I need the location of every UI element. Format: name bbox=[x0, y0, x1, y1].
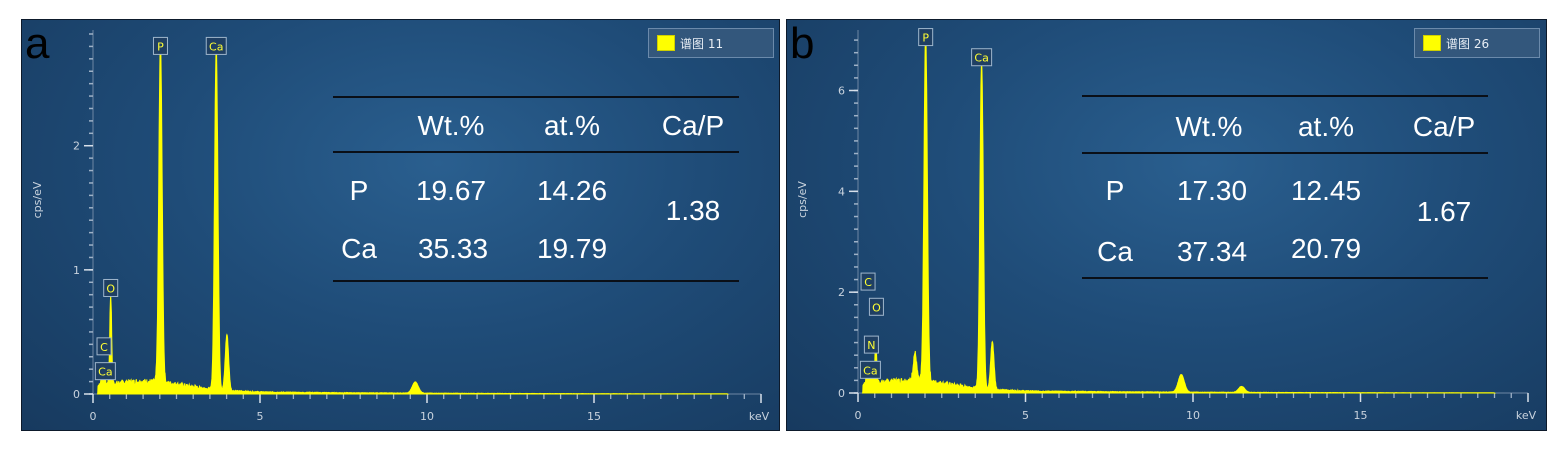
panel-letter: b bbox=[790, 19, 815, 68]
peak-label-n: N bbox=[863, 335, 879, 354]
x-tick-label: 5 bbox=[1022, 409, 1029, 422]
peak-label-ca: Ca bbox=[971, 48, 993, 67]
row-element: P bbox=[1105, 175, 1125, 206]
peak-label-p: P bbox=[152, 36, 168, 55]
peak-label-text: C bbox=[100, 341, 108, 354]
peak-label-text: Ca bbox=[863, 364, 877, 377]
peak-label-box bbox=[103, 278, 119, 297]
peak-label-text: Ca bbox=[209, 40, 223, 53]
table-bottom-rule bbox=[333, 280, 739, 282]
x-tick-label: 15 bbox=[587, 410, 601, 423]
x-tick-label: 10 bbox=[420, 410, 434, 423]
y-tick-label: 0 bbox=[838, 387, 845, 400]
peak-label-box bbox=[918, 28, 934, 47]
table-top-rule bbox=[333, 96, 739, 98]
x-tick-label: 5 bbox=[257, 410, 264, 423]
peak-label-text: Ca bbox=[974, 52, 988, 65]
table-header-rule bbox=[333, 151, 739, 153]
ca-p-ratio: 1.38 bbox=[665, 195, 721, 226]
row-element: Ca bbox=[1097, 236, 1133, 267]
peak-label-o: O bbox=[868, 297, 884, 316]
y-tick-label: 2 bbox=[838, 286, 845, 299]
spectrum-series bbox=[862, 29, 1497, 394]
peak-label-o: O bbox=[103, 278, 119, 297]
y-tick-label: 4 bbox=[838, 185, 845, 198]
row-element: P bbox=[349, 175, 369, 206]
peak-label-box bbox=[859, 360, 881, 379]
row-wt: 35.33 bbox=[417, 233, 489, 264]
legend-label: 谱图 26 bbox=[1446, 36, 1490, 51]
peak-label-p: P bbox=[918, 28, 934, 47]
peak-label-ca: Ca bbox=[859, 360, 881, 379]
y-tick-label: 2 bbox=[73, 140, 80, 153]
y-tick-label: 1 bbox=[73, 264, 80, 277]
row-wt: 19.67 bbox=[415, 175, 487, 206]
legend: 谱图 26 bbox=[1414, 28, 1540, 58]
row-at: 20.79 bbox=[1290, 233, 1362, 264]
header-ratio: Ca/P bbox=[1412, 111, 1476, 142]
legend-swatch bbox=[1423, 35, 1441, 51]
row-wt: 17.30 bbox=[1176, 175, 1248, 206]
composition-table: Wt.% at.% Ca/P P 19.67 14.26 1.38 Ca 35.… bbox=[333, 96, 739, 284]
header-at: at.% bbox=[543, 110, 601, 141]
y-axis-label: cps/eV bbox=[31, 181, 44, 218]
peak-label-box bbox=[152, 36, 168, 55]
peak-label-text: C bbox=[864, 276, 872, 289]
peak-label-text: N bbox=[867, 339, 875, 352]
peak-label-text: P bbox=[922, 32, 929, 45]
x-tick-label: 10 bbox=[1186, 409, 1200, 422]
row-element: Ca bbox=[341, 233, 377, 264]
peak-label-text: Ca bbox=[98, 366, 112, 379]
peak-label-ca: Ca bbox=[94, 362, 116, 381]
peak-label-box bbox=[94, 362, 116, 381]
x-tick-label: 0 bbox=[90, 410, 97, 423]
spectrum-plot: 0 1 2 cps/eV 0 5 10 15 keV O C Ca P Ca bbox=[31, 30, 770, 423]
legend-label: 谱图 11 bbox=[680, 36, 724, 51]
peak-label-text: O bbox=[106, 282, 115, 295]
peak-label-box bbox=[205, 36, 227, 55]
peak-label-box bbox=[971, 48, 993, 67]
panel-letter: a bbox=[25, 19, 50, 68]
header-wt: Wt.% bbox=[417, 110, 485, 141]
legend-swatch bbox=[657, 35, 675, 51]
spectrum-panel-a: a 谱图 11 0 1 2 cps/eV 0 5 10 15 keV O C Ca P Ca Wt.% a… bbox=[21, 19, 780, 431]
x-tick-label: 0 bbox=[855, 409, 862, 422]
legend: 谱图 11 bbox=[648, 28, 774, 58]
peak-label-text: O bbox=[872, 301, 881, 314]
header-at: at.% bbox=[1297, 111, 1355, 142]
spectrum-panel-b: b 谱图 26 0 2 4 6 cps/eV 0 5 10 15 keV C O N Ca P Ca Wt.%… bbox=[786, 19, 1547, 431]
x-tick-label: 15 bbox=[1354, 409, 1368, 422]
y-tick-label: 6 bbox=[838, 85, 845, 98]
table-bottom-rule bbox=[1082, 277, 1488, 279]
ca-p-ratio: 1.67 bbox=[1416, 196, 1472, 227]
table-top-rule bbox=[1082, 95, 1488, 97]
peak-label-box bbox=[860, 272, 876, 291]
y-tick-label: 0 bbox=[73, 388, 80, 401]
row-at: 12.45 bbox=[1290, 175, 1362, 206]
row-at: 19.79 bbox=[536, 233, 608, 264]
spectrum-plot: 0 2 4 6 cps/eV 0 5 10 15 keV CO N Ca P Ca bbox=[796, 28, 1537, 422]
x-unit-label: keV bbox=[1516, 409, 1537, 422]
header-ratio: Ca/P bbox=[661, 110, 725, 141]
x-unit-label: keV bbox=[749, 410, 770, 423]
peak-label-c: C bbox=[860, 272, 876, 291]
row-wt: 37.34 bbox=[1176, 236, 1248, 267]
peak-label-box bbox=[863, 335, 879, 354]
peak-label-box bbox=[868, 297, 884, 316]
y-axis-label: cps/eV bbox=[796, 181, 809, 218]
table-header-rule bbox=[1082, 152, 1488, 154]
peak-label-ca: Ca bbox=[205, 36, 227, 55]
composition-table: Wt.% at.% Ca/P P 17.30 12.45 1.67 Ca 37.… bbox=[1082, 95, 1488, 283]
peak-label-c: C bbox=[96, 337, 112, 356]
peak-label-box bbox=[96, 337, 112, 356]
peak-label-text: P bbox=[157, 40, 164, 53]
header-wt: Wt.% bbox=[1175, 111, 1243, 142]
spectrum-series bbox=[97, 38, 730, 395]
row-at: 14.26 bbox=[536, 175, 608, 206]
